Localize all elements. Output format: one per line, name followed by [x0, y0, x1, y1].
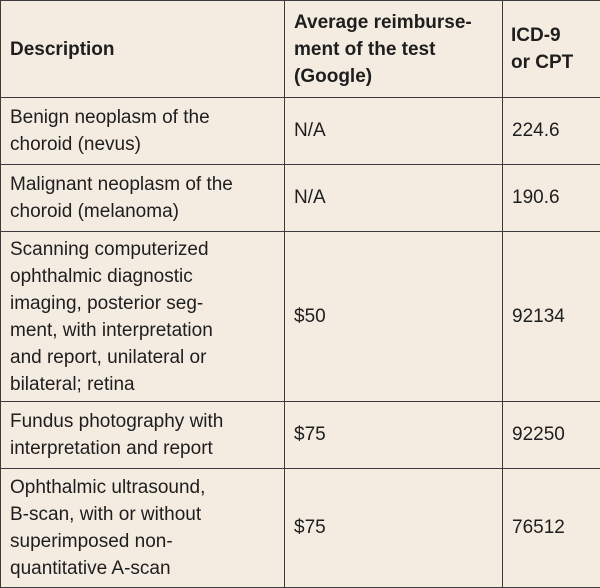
- table-row: Scanning computerized ophthalmic diagnost…: [0, 230, 600, 403]
- text-line: Benign neoplasm of the: [10, 106, 210, 128]
- text-line: bilateral; retina: [10, 373, 135, 395]
- text-line: 76512: [512, 517, 565, 539]
- text-line: 92134: [512, 306, 565, 328]
- table-row: Benign neoplasm of the choroid (nevus) N/A…: [0, 97, 600, 165]
- text-line: B-scan, with or without: [10, 503, 202, 525]
- table-cell: N/A: [284, 163, 503, 232]
- table-cell: 224.6: [502, 97, 600, 165]
- table-cell: Malignant neoplasm of the choroid (melano…: [0, 163, 285, 232]
- table-cell: 92250: [502, 401, 600, 469]
- text-line: ment of the test: [294, 38, 436, 60]
- text-line: $75: [294, 424, 326, 446]
- table-cell: Ophthalmic ultrasound, B-scan, with or wi…: [0, 467, 285, 588]
- table-row: Fundus photography with interpretation an…: [0, 401, 600, 469]
- text-line: quantitative A-scan: [10, 557, 171, 579]
- table-cell: 92134: [502, 230, 600, 403]
- table-cell: $50: [284, 230, 503, 403]
- text-line: 92250: [512, 424, 565, 446]
- text-line: interpretation and report: [10, 437, 213, 459]
- text-line: choroid (nevus): [10, 133, 141, 155]
- table-cell: 76512: [502, 467, 600, 588]
- text-line: (Google): [294, 65, 373, 87]
- table-cell: Scanning computerized ophthalmic diagnost…: [0, 230, 285, 403]
- text-line: and report, unilateral or: [10, 346, 207, 368]
- table-cell: Benign neoplasm of the choroid (nevus): [0, 97, 285, 165]
- text-line: $75: [294, 517, 326, 539]
- table-cell: $75: [284, 401, 503, 469]
- text-line: imaging, posterior seg-: [10, 292, 204, 314]
- table-row: Ophthalmic ultrasound, B-scan, with or wi…: [0, 467, 600, 588]
- text-line: Malignant neoplasm of the: [10, 173, 233, 195]
- text-line: 224.6: [512, 120, 560, 142]
- header-cell: Description: [0, 0, 285, 99]
- table-cell: 190.6: [502, 163, 600, 232]
- text-line: Description: [10, 38, 115, 60]
- header-cell: ICD-9 or CPT: [502, 0, 600, 99]
- header-row: Description Average reimburse-ment of the…: [0, 0, 600, 99]
- text-line: Fundus photography with: [10, 410, 224, 432]
- table-cell: N/A: [284, 97, 503, 165]
- header-cell: Average reimburse-ment of the test (Googl…: [284, 0, 503, 99]
- text-line: Scanning computerized: [10, 238, 209, 260]
- text-line: or CPT: [511, 52, 574, 74]
- text-line: $50: [294, 306, 326, 328]
- text-line: ment, with interpretation: [10, 319, 213, 341]
- text-line: 190.6: [512, 187, 560, 209]
- table-cell: Fundus photography with interpretation an…: [0, 401, 285, 469]
- text-line: N/A: [294, 187, 326, 209]
- text-line: ICD-9: [511, 25, 561, 47]
- text-line: Average reimburse-: [294, 11, 472, 33]
- text-line: choroid (melanoma): [10, 200, 179, 222]
- text-line: Ophthalmic ultrasound,: [10, 476, 206, 498]
- text-line: superimposed non-: [10, 530, 173, 552]
- text-line: ophthalmic diagnostic: [10, 265, 193, 287]
- table-row: Malignant neoplasm of the choroid (melano…: [0, 163, 600, 232]
- text-line: N/A: [294, 120, 326, 142]
- table-cell: $75: [284, 467, 503, 588]
